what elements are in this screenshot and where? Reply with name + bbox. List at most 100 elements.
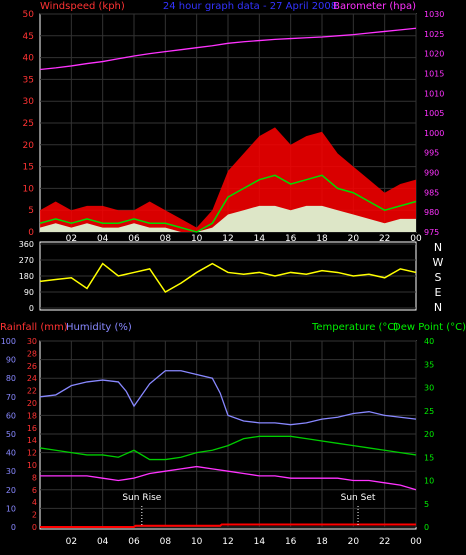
temp-x-tick-label: 22 [379, 537, 390, 547]
rainfall-axis-label: Rainfall (mm) [0, 322, 68, 333]
direction-panel-series [39, 262, 417, 293]
wind-panel-series [39, 27, 417, 233]
windspeed-tick-label: 0 [28, 228, 34, 238]
humidity-tick-label: 0 [11, 523, 16, 532]
humidity-tick-label: 20 [6, 486, 16, 495]
barometer-ticks: 975 980 985 990 995 1000 1005 1010 1015 1020 1025 1… [424, 10, 444, 237]
barometer-tick-label: 1015 [424, 69, 444, 78]
temperature-tick-label: 30 [424, 384, 434, 393]
temp-x-tick-label: 08 [160, 537, 172, 547]
barometer-tick-label: 1025 [424, 30, 444, 39]
wind-x-tick-label: 06 [128, 234, 140, 244]
temp-x-tick-label: 20 [348, 537, 360, 547]
temp-x-tick-label: 10 [191, 537, 203, 547]
rainfall-tick-label: 30 [27, 337, 37, 346]
windspeed-area [40, 205, 416, 232]
rainfall-tick-label: 28 [27, 349, 37, 358]
temp-x-tick-label: 14 [254, 537, 266, 547]
rainfall-tick-label: 8 [32, 473, 37, 482]
temp-x-tick-label: 00 [410, 537, 422, 547]
rainfall-tick-label: 0 [32, 523, 37, 532]
direction-tick-label: 180 [19, 272, 34, 281]
barometer-tick-label: 1005 [424, 109, 444, 118]
direction-tick-label: 0 [29, 304, 34, 313]
wind-x-tick-label: 12 [222, 234, 233, 244]
temp-x-tick-label: 16 [285, 537, 297, 547]
direction-tick-label: 90 [24, 288, 34, 297]
temperature-tick-label: 5 [424, 500, 429, 509]
rainfall-tick-label: 14 [27, 436, 37, 445]
compass-label: E [435, 286, 442, 299]
humidity-tick-label: 30 [6, 467, 16, 476]
humidity-axis-label: Humidity (%) [66, 322, 132, 333]
rainfall-tick-label: 6 [32, 486, 37, 495]
wind-x-tick-label: 10 [191, 234, 203, 244]
rainfall-tick-label: 22 [27, 387, 37, 396]
temperature-tick-label: 10 [424, 477, 434, 486]
wind-x-tick-label: 22 [379, 234, 390, 244]
barometer-tick-label: 995 [424, 149, 439, 158]
temperature-tick-label: 40 [424, 337, 434, 346]
barometer-tick-label: 1000 [424, 129, 444, 138]
sun-rise-label: Sun Rise [122, 493, 161, 503]
average-wind-line [39, 174, 417, 233]
temp-x-tick-label: 18 [316, 537, 328, 547]
rainfall-tick-label: 20 [27, 399, 37, 408]
temp-x-tick-label: 06 [128, 537, 140, 547]
barometer-tick-label: 1030 [424, 10, 444, 19]
compass-label: N [434, 241, 442, 254]
humidity-tick-label: 70 [6, 393, 16, 402]
windspeed-axis-label: Windspeed (kph) [40, 1, 125, 12]
dewpoint-axis-label: Dew Point (°C) [393, 322, 466, 333]
direction-panel-grid [40, 243, 416, 309]
barometer-tick-label: 985 [424, 188, 439, 197]
temperature-tick-label: 35 [424, 360, 434, 369]
rainfall-tick-label: 4 [32, 498, 37, 507]
wind-x-ticks: 02 04 06 08 10 12 14 16 18 20 22 00 [66, 234, 422, 244]
wind-x-tick-label: 08 [160, 234, 172, 244]
wind-x-tick-label: 00 [410, 234, 422, 244]
windspeed-tick-label: 20 [23, 141, 35, 151]
temperature-axis-label: Temperature (°C) [311, 322, 398, 333]
temperature-tick-label: 20 [424, 430, 434, 439]
barometer-line [39, 27, 417, 71]
barometer-tick-label: 1010 [424, 89, 444, 98]
chart-title: 24 hour graph data - 27 April 2008 [163, 1, 337, 12]
wind-direction-line [39, 262, 417, 293]
rainfall-line [40, 523, 416, 528]
temperature-tick-label: 25 [424, 407, 434, 416]
rainfall-tick-label: 16 [27, 424, 37, 433]
barometer-tick-label: 990 [424, 169, 439, 178]
humidity-tick-label: 100 [1, 337, 16, 346]
wind-x-tick-label: 04 [97, 234, 109, 244]
wind-x-tick-label: 02 [66, 234, 77, 244]
barometer-tick-label: 980 [424, 208, 439, 217]
compass-label: N [434, 301, 442, 314]
sun-annotations: Sun Rise Sun Set [122, 493, 376, 527]
temperature-tick-label: 0 [424, 523, 429, 532]
temp-x-tick-label: 04 [97, 537, 109, 547]
wind-x-tick-label: 16 [285, 234, 297, 244]
temperature-line [39, 435, 417, 461]
temp-panel-grid [40, 340, 417, 528]
wind-x-tick-label: 14 [254, 234, 266, 244]
rainfall-tick-label: 12 [27, 449, 37, 458]
windspeed-tick-label: 25 [23, 119, 34, 129]
humidity-ticks: 0 10 20 30 40 50 60 70 80 90 100 [1, 337, 16, 532]
temp-x-ticks: 02 04 06 08 10 12 14 16 18 20 22 00 [66, 537, 422, 547]
temperature-tick-label: 15 [424, 453, 434, 462]
temperature-ticks: 0 5 10 15 20 25 30 35 40 [424, 337, 434, 532]
temp-x-tick-label: 12 [222, 537, 233, 547]
windspeed-tick-label: 50 [23, 10, 35, 20]
rainfall-tick-label: 24 [27, 374, 37, 383]
compass-label: S [435, 271, 442, 284]
direction-tick-label: 360 [19, 240, 34, 249]
wind-x-tick-label: 18 [316, 234, 328, 244]
humidity-tick-label: 40 [6, 449, 16, 458]
rainfall-tick-label: 10 [27, 461, 37, 470]
